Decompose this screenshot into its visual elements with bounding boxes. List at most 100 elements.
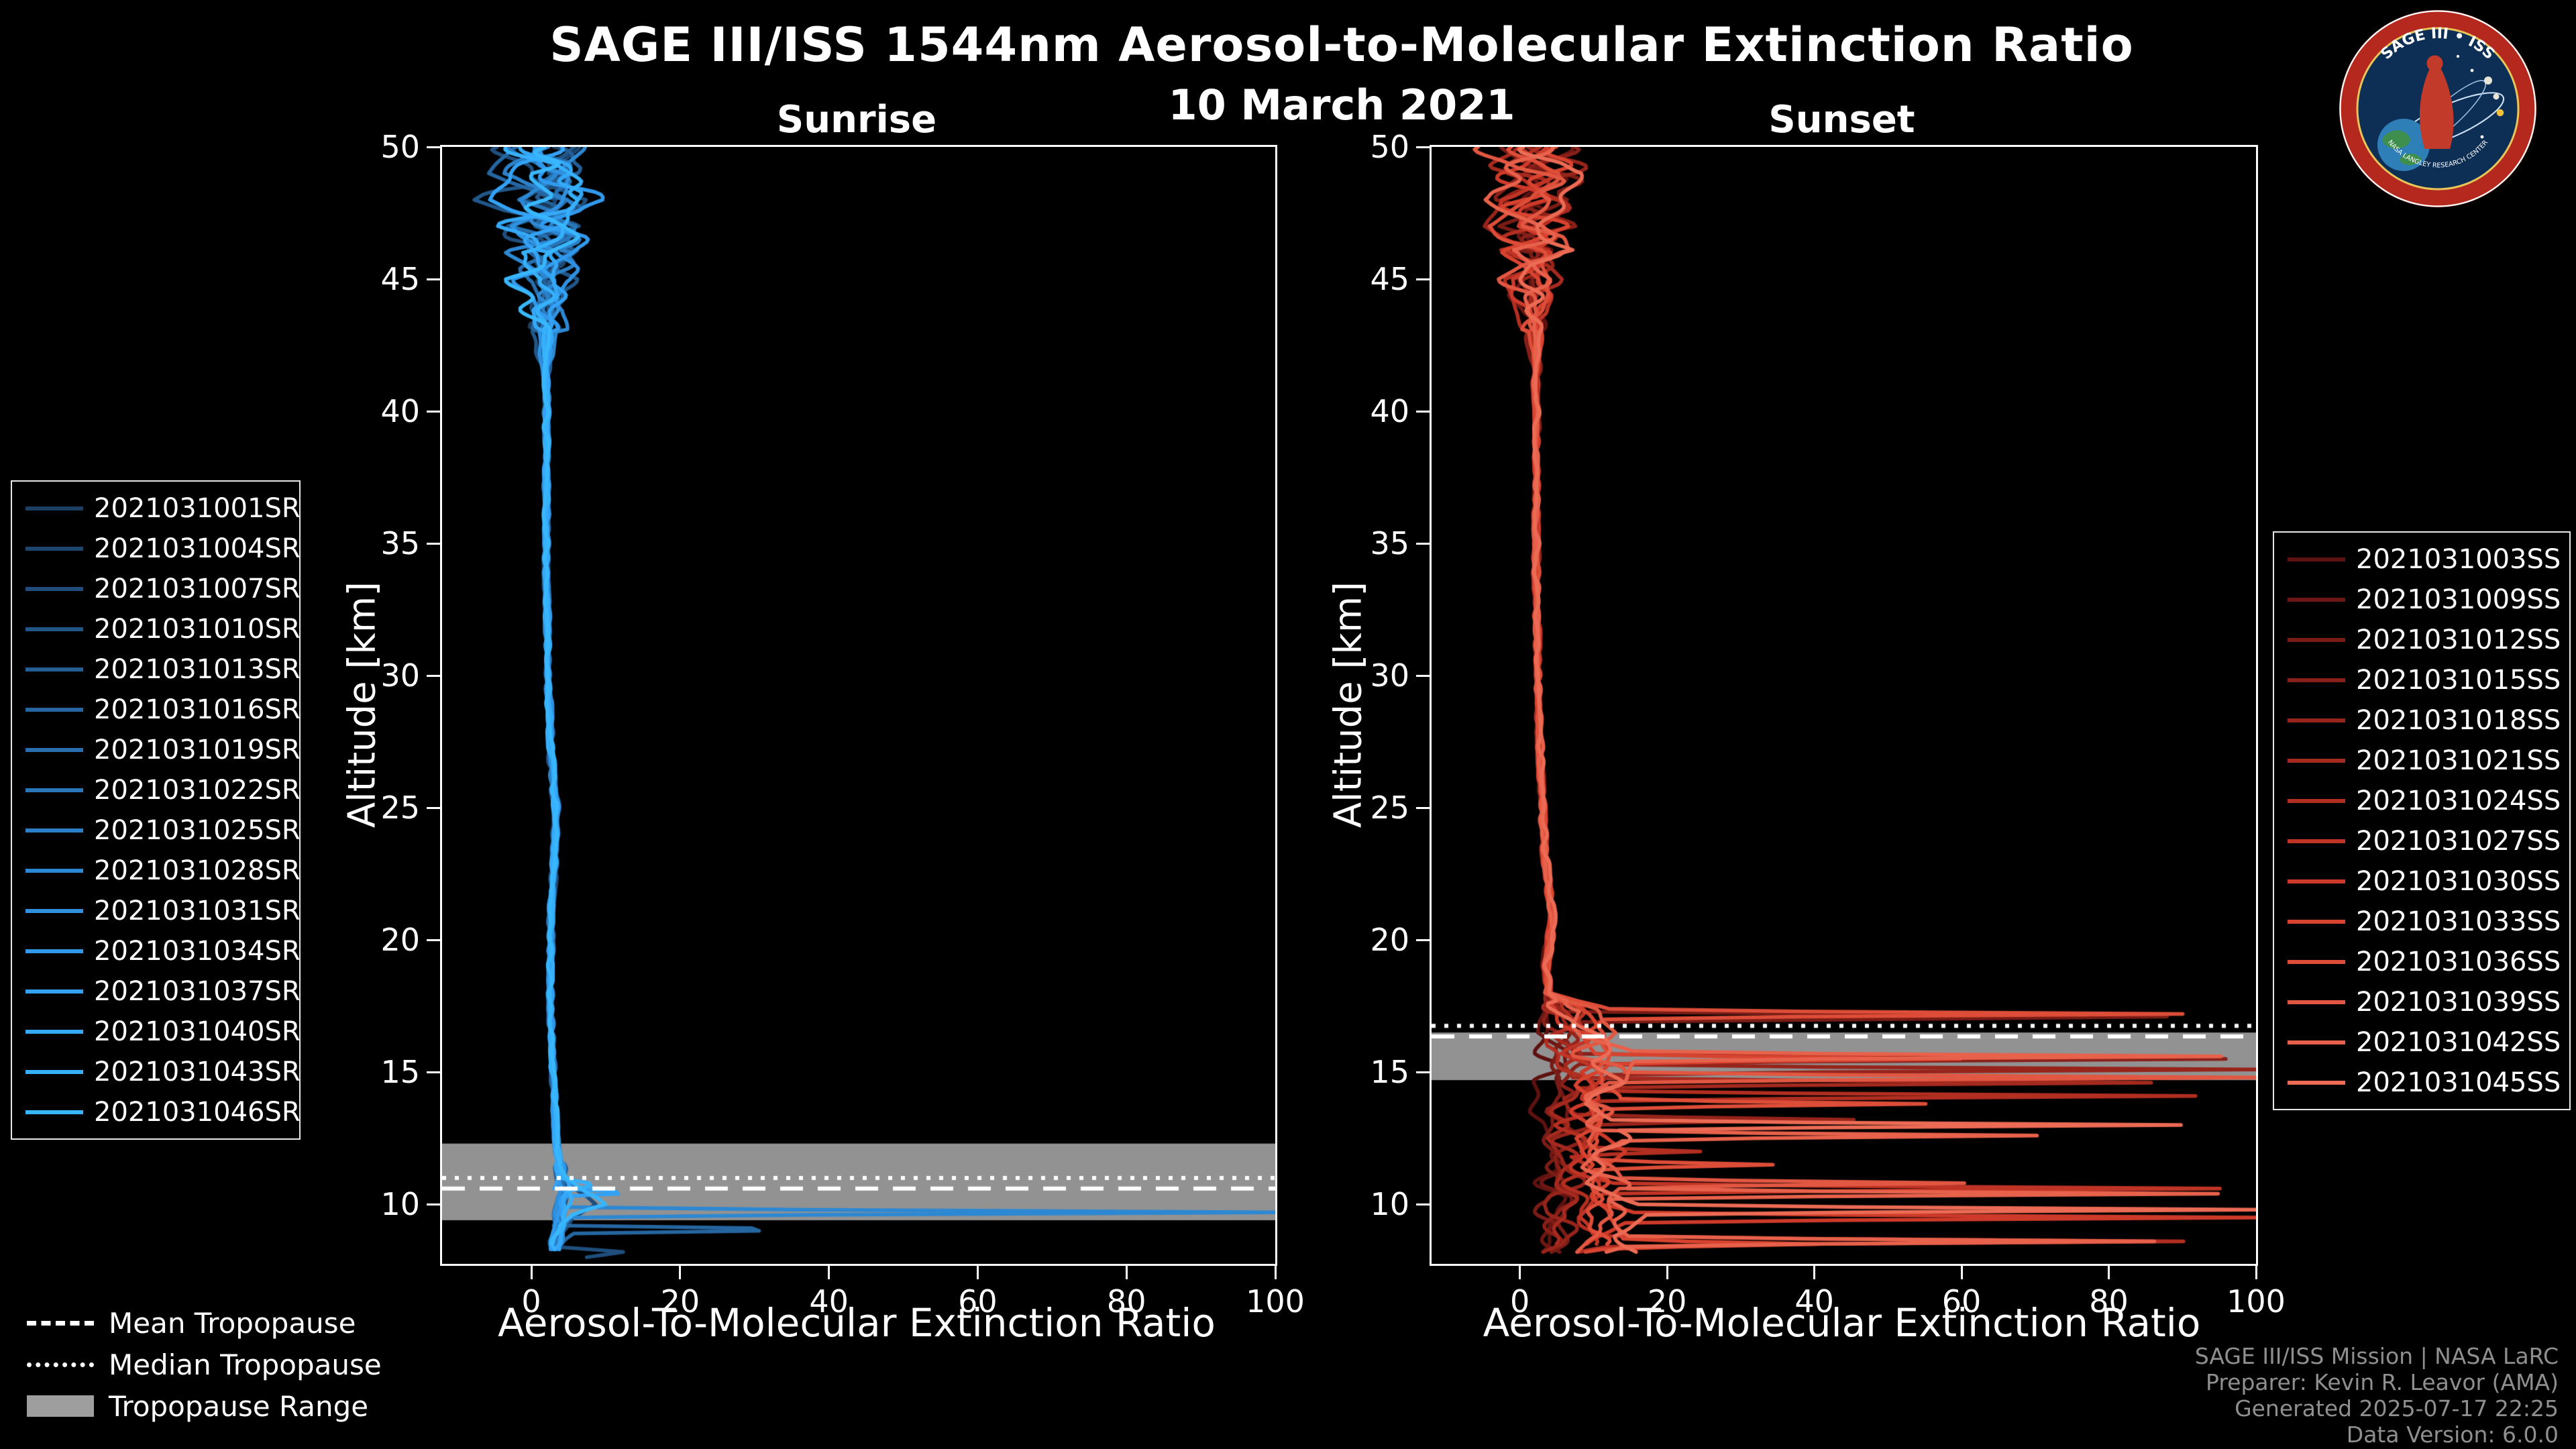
legend-line-swatch: [2288, 1080, 2345, 1085]
y-tick-mark: [1416, 674, 1430, 677]
legend-item: 2021031043SR: [25, 1057, 301, 1087]
legend-item: 2021031003SS: [2288, 544, 2561, 575]
legend-label: Tropopause Range: [109, 1389, 369, 1423]
attribution-data-version: Data Version: 6.0.0: [2346, 1421, 2559, 1448]
x-tick-label: 0: [1510, 1283, 1530, 1320]
legend-event-label: 2021031010SR: [94, 613, 301, 645]
y-tick-label: 30: [380, 657, 420, 694]
sunrise-plot-canvas: [442, 147, 1275, 1264]
legend-event-label: 2021031027SS: [2356, 825, 2561, 857]
legend-item: 2021031034SR: [25, 936, 301, 967]
x-tick-label: 60: [958, 1283, 998, 1320]
legend-event-label: 2021031034SR: [94, 935, 301, 967]
legend-event-label: 2021031025SR: [94, 814, 301, 846]
x-tick-mark: [828, 1266, 830, 1279]
legend-event-label: 2021031037SR: [94, 975, 301, 1007]
y-tick-mark: [427, 542, 440, 545]
y-tick-mark: [1416, 542, 1430, 545]
legend-line-swatch: [2288, 597, 2345, 602]
legend-item: 2021031010SR: [25, 614, 301, 645]
legend-event-label: 2021031031SR: [94, 895, 301, 926]
robed-figure: [2419, 68, 2454, 149]
legend-event-label: 2021031024SS: [2356, 785, 2561, 816]
legend-event-label: 2021031004SR: [94, 533, 301, 564]
y-tick-label: 15: [1370, 1054, 1409, 1091]
legend-event-label: 2021031021SS: [2356, 745, 2561, 776]
legend-label: Median Tropopause: [109, 1348, 382, 1381]
legend-item: 2021031025SR: [25, 815, 301, 846]
legend-line-swatch: [2288, 557, 2345, 561]
legend-event-label: 2021031022SR: [94, 774, 301, 806]
x-tick-label: 100: [2226, 1283, 2286, 1320]
moon-dot: [2484, 76, 2492, 85]
x-tick-mark: [1519, 1266, 1521, 1279]
legend-event-label: 2021031003SS: [2356, 543, 2561, 575]
legend-item-median-tropopause: Median Tropopause: [27, 1348, 382, 1381]
panel-title-sunrise: Sunrise: [776, 98, 937, 142]
sunrise-legend: 2021031001SR 2021031004SR 2021031007SR 2021…: [11, 480, 301, 1140]
x-axis-label-sunset: Aerosol-To-Molecular Extinction Ratio: [1483, 1300, 2201, 1346]
y-tick-label: 30: [1370, 657, 1409, 694]
legend-event-label: 2021031036SS: [2356, 946, 2561, 977]
sunset-plot-area: [1430, 145, 2258, 1266]
legend-line-swatch: [25, 868, 83, 873]
y-tick-mark: [427, 1071, 440, 1073]
legend-line-swatch: [2288, 718, 2345, 722]
legend-item: 2021031022SR: [25, 775, 301, 806]
y-tick-label: 20: [1370, 922, 1409, 959]
legend-item: 2021031030SS: [2288, 866, 2561, 897]
legend-event-label: 2021031045SS: [2356, 1067, 2561, 1098]
legend-item: 2021031009SS: [2288, 584, 2561, 615]
legend-event-label: 2021031019SR: [94, 734, 301, 765]
x-tick-label: 60: [1941, 1283, 1982, 1320]
legend-line-swatch: [25, 707, 83, 712]
legend-event-label: 2021031018SS: [2356, 704, 2561, 736]
legend-line-swatch: [25, 1069, 83, 1074]
band-swatch: [27, 1395, 94, 1417]
y-tick-mark: [1416, 278, 1430, 280]
sun-dot: [2496, 109, 2504, 117]
x-tick-label: 0: [521, 1283, 541, 1320]
x-tick-mark: [976, 1266, 979, 1279]
y-tick-mark: [1416, 410, 1430, 413]
x-tick-mark: [1274, 1266, 1277, 1279]
y-tick-mark: [427, 938, 440, 941]
legend-item: 2021031019SR: [25, 735, 301, 765]
y-tick-label: 35: [380, 525, 420, 562]
legend-label: Mean Tropopause: [109, 1306, 356, 1340]
legend-item: 2021031001SR: [25, 493, 301, 524]
legend-event-label: 2021031033SS: [2356, 906, 2561, 937]
legend-line-swatch: [2288, 1040, 2345, 1044]
legend-item: 2021031012SS: [2288, 625, 2561, 655]
legend-event-label: 2021031009SS: [2356, 584, 2561, 615]
attribution-mission: SAGE III/ISS Mission | NASA LaRC: [2194, 1343, 2559, 1369]
y-tick-label: 40: [380, 393, 420, 430]
legend-item: 2021031039SS: [2288, 987, 2561, 1018]
legend-item: 2021031004SR: [25, 533, 301, 564]
legend-item: 2021031037SR: [25, 976, 301, 1007]
page-title: SAGE III/ISS 1544nm Aerosol-to-Molecular…: [549, 17, 2134, 72]
x-tick-label: 80: [2089, 1283, 2129, 1320]
sunset-plot-canvas: [1432, 147, 2256, 1264]
legend-event-label: 2021031016SR: [94, 694, 301, 725]
legend-item: 2021031024SS: [2288, 786, 2561, 816]
legend-line-swatch: [2288, 637, 2345, 642]
sunset-legend: 2021031003SS 2021031009SS 2021031012SS 2021…: [2273, 531, 2571, 1110]
legend-event-label: 2021031042SS: [2356, 1026, 2561, 1058]
legend-line-swatch: [2288, 879, 2345, 883]
x-tick-mark: [679, 1266, 682, 1279]
legend-line-swatch: [2288, 919, 2345, 924]
legend-item: 2021031033SS: [2288, 906, 2561, 937]
legend-item: 2021031028SR: [25, 855, 301, 886]
legend-line-swatch: [2288, 798, 2345, 803]
legend-event-label: 2021031007SR: [94, 573, 301, 604]
y-tick-label: 15: [380, 1054, 420, 1091]
legend-item: 2021031013SR: [25, 654, 301, 685]
y-tick-label: 10: [1370, 1186, 1409, 1223]
legend-event-label: 2021031001SR: [94, 492, 301, 524]
legend-event-label: 2021031046SR: [94, 1096, 301, 1128]
y-tick-mark: [427, 1203, 440, 1205]
x-tick-mark: [1666, 1266, 1668, 1279]
legend-line-swatch: [25, 546, 83, 551]
